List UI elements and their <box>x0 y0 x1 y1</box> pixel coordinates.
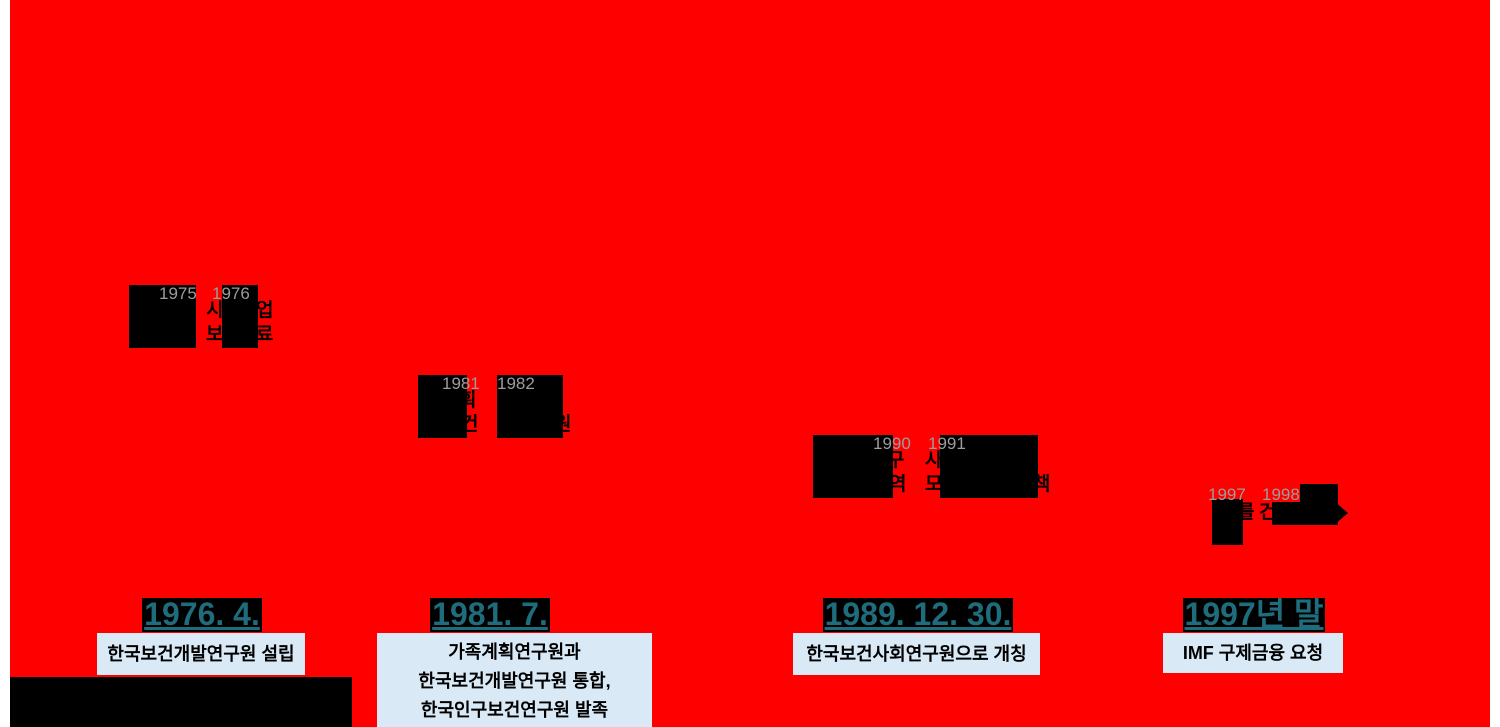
year-caption: 1990 <box>873 434 911 453</box>
event-date-text: 1981. 7. <box>430 596 550 632</box>
event-date-text: 1976. 4. <box>142 596 262 632</box>
event-label-line: 한국인구보건연구원 발족 <box>420 700 609 720</box>
event-label-box: IMF 구제금융 요청 <box>1163 633 1343 673</box>
text-fragment: 모 <box>925 474 943 495</box>
event-label-line: 한국보건개발연구원 통합, <box>418 671 611 691</box>
event-date: 1997년 말 <box>1104 596 1404 632</box>
text-fragment: 시 <box>206 300 224 321</box>
text-fragment: 역 <box>889 474 907 495</box>
photo-placeholder <box>940 435 1038 498</box>
right-arrow-icon <box>1334 501 1348 525</box>
year-caption: 1975 <box>159 284 197 303</box>
year-caption: 1976 <box>212 284 250 303</box>
event-label-line: 가족계획연구원과 <box>448 642 581 662</box>
year-caption: 1991 <box>928 434 966 453</box>
event-label-box: 가족계획연구원과 한국보건개발연구원 통합, 한국인구보건연구원 발족 <box>377 633 652 727</box>
event-label-box: 한국보건개발연구원 설립 <box>97 633 305 675</box>
text-fragment: 료 <box>256 324 274 345</box>
event-date: 1976. 4. <box>52 596 352 632</box>
event-date: 1981. 7. <box>340 596 640 632</box>
event-label-line: 한국보건사회연구원으로 개칭 <box>806 643 1027 664</box>
photo-placeholder <box>813 435 893 498</box>
year-caption: 1982 <box>497 374 535 393</box>
event-date: 1989. 12. 30. <box>768 596 1068 632</box>
event-label-line: 한국보건개발연구원 설립 <box>107 643 295 664</box>
event-date-text: 1997년 말 <box>1182 596 1326 632</box>
text-fragment: 보 <box>206 324 224 345</box>
photo-placeholder <box>222 285 258 348</box>
slide-background: 1975 1976 시 업 보 료 1981 1982 획 건 원 1990 1… <box>10 0 1490 727</box>
year-caption: 1998 <box>1262 485 1300 504</box>
photo-placeholder <box>129 285 196 348</box>
year-caption: 1997 <box>1208 485 1246 504</box>
text-fragment: 사 <box>925 450 943 471</box>
year-caption: 1981 <box>442 374 480 393</box>
event-date-text: 1989. 12. 30. <box>822 596 1014 632</box>
photo-placeholder <box>1212 499 1243 545</box>
text-fragment: 업 <box>256 300 274 321</box>
bottom-black-bar <box>10 677 352 727</box>
right-arrow-shaft <box>1272 502 1334 525</box>
event-label-line: IMF 구제금융 요청 <box>1182 642 1324 663</box>
photo-placeholder <box>497 375 563 438</box>
photo-placeholder <box>418 375 467 438</box>
event-label-box: 한국보건사회연구원으로 개칭 <box>793 633 1040 675</box>
